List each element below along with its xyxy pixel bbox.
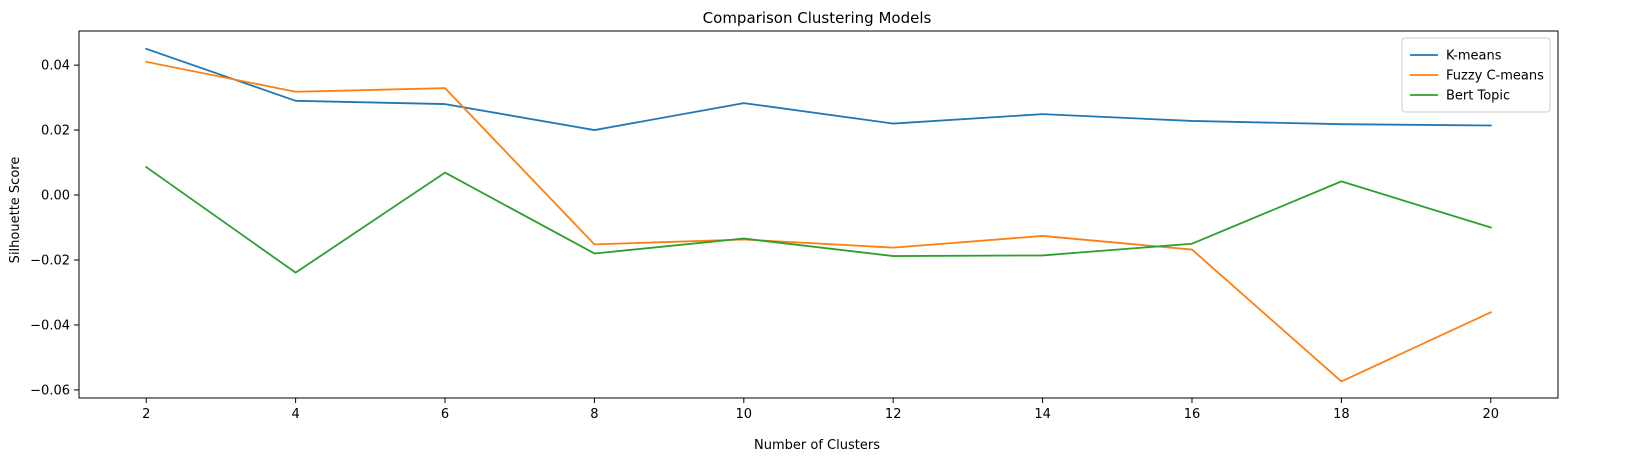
x-tick-label: 10 bbox=[736, 407, 753, 422]
series-line-bert-topic bbox=[144, 165, 1492, 274]
legend-label: K-means bbox=[1446, 49, 1502, 64]
y-tick-label: −0.04 bbox=[30, 318, 70, 333]
x-tick-label: 12 bbox=[885, 407, 902, 422]
x-axis-ticks: 2 4 6 8 10 12 14 16 18 20 bbox=[142, 398, 1499, 422]
x-tick-label: 2 bbox=[142, 407, 150, 422]
x-tick-label: 18 bbox=[1333, 407, 1350, 422]
x-axis-label: Number of Clusters bbox=[754, 438, 880, 453]
y-axis-ticks: −0.06 −0.04 −0.02 0.00 0.02 0.04 bbox=[30, 59, 79, 398]
legend-label: Bert Topic bbox=[1446, 89, 1510, 104]
series-lines bbox=[144, 47, 1492, 383]
y-tick-label: −0.02 bbox=[30, 253, 70, 268]
x-tick-label: 20 bbox=[1482, 407, 1499, 422]
legend: K-means Fuzzy C-means Bert Topic bbox=[1401, 37, 1551, 113]
chart-title: Comparison Clustering Models bbox=[703, 9, 932, 27]
series-line-fuzzy-c-means bbox=[145, 60, 1492, 383]
series-line-k-means bbox=[145, 47, 1492, 131]
y-tick-label: 0.04 bbox=[41, 59, 70, 74]
x-tick-label: 8 bbox=[590, 407, 598, 422]
y-axis-label: Silhouette Score bbox=[8, 157, 23, 264]
legend-label: Fuzzy C-means bbox=[1446, 69, 1544, 84]
legend-box bbox=[1401, 37, 1551, 113]
x-tick-label: 6 bbox=[441, 407, 449, 422]
y-tick-label: −0.06 bbox=[30, 383, 70, 398]
y-tick-label: 0.00 bbox=[41, 189, 70, 204]
x-tick-label: 14 bbox=[1034, 407, 1051, 422]
x-tick-label: 16 bbox=[1184, 407, 1201, 422]
plot-frame bbox=[78, 30, 1559, 399]
y-tick-label: 0.02 bbox=[41, 124, 70, 139]
x-tick-label: 4 bbox=[291, 407, 299, 422]
